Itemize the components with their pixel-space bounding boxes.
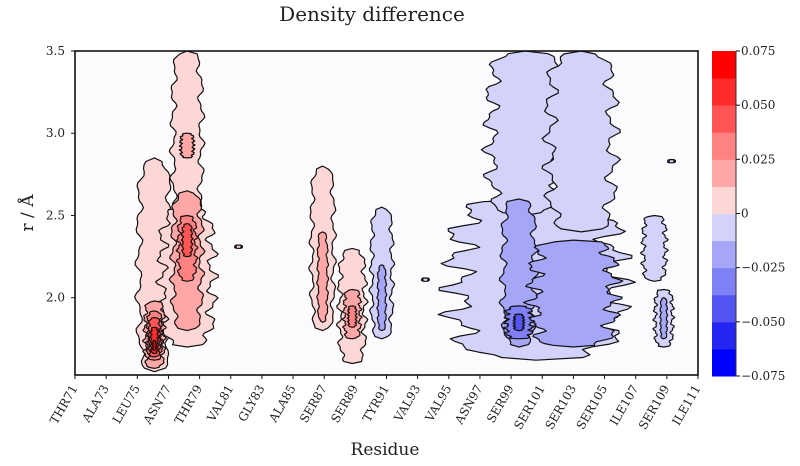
colorbar-band [712, 240, 736, 269]
colorbar-band [712, 213, 736, 242]
x-axis-label: Residue [351, 440, 420, 460]
x-tick-label: ALA73 [79, 383, 112, 426]
y-axis-label: r / Å [17, 194, 38, 232]
colorbar-band [712, 294, 736, 323]
x-tick-label: ILE107 [607, 383, 641, 428]
contour-regions [134, 50, 677, 373]
contour-region [666, 158, 677, 164]
x-tick-label: VAL81 [204, 383, 237, 425]
colorbar-band [712, 321, 736, 350]
colorbar-band [712, 51, 736, 79]
contour-region [376, 264, 388, 332]
x-tick-label: VAL93 [391, 383, 424, 425]
y-tick-label: 2.5 [46, 208, 65, 222]
colorbar-band [712, 78, 736, 106]
colorbar-tick-label: 0 [741, 207, 749, 221]
chart-title: Density difference [279, 2, 465, 26]
x-tick-label: ASN77 [140, 383, 174, 428]
contour-region [180, 223, 194, 258]
x-tick-label: THR79 [172, 383, 206, 427]
colorbar-tick-label: 0.050 [741, 98, 775, 112]
x-tick-label: GLY83 [235, 383, 267, 425]
contour-region [512, 313, 526, 332]
colorbar-band [712, 132, 736, 160]
colorbar-tick-label: −0.050 [741, 315, 785, 329]
x-tick-label: SER105 [574, 383, 611, 432]
x-tick-label: SER109 [636, 383, 673, 432]
x-tick-label: SER87 [297, 383, 330, 426]
x-tick-label: ILE111 [669, 383, 703, 428]
contour-region [522, 239, 624, 348]
x-tick-label: TYR91 [360, 383, 392, 425]
x-tick-label: THR71 [47, 383, 81, 427]
y-tick-label: 2.0 [46, 291, 65, 305]
x-tick-label: SER99 [484, 383, 517, 426]
colorbar-tick-label: −0.075 [741, 369, 785, 383]
contour-region [659, 297, 669, 340]
colorbar-tick-label: 0.075 [741, 44, 775, 58]
x-tick-label: SER89 [328, 383, 361, 426]
colorbar-band [712, 348, 736, 377]
colorbar-tick-label: 0.025 [741, 152, 775, 166]
colorbar-band [712, 159, 736, 187]
y-tick-label: 3.5 [46, 44, 65, 58]
x-tick-label: LEU75 [110, 383, 143, 426]
contour-region [346, 305, 358, 328]
contour-region [178, 132, 196, 159]
colorbar-band [712, 186, 736, 214]
colorbar-band [712, 267, 736, 296]
y-tick-label: 3.0 [46, 126, 65, 140]
contour-region [316, 231, 330, 323]
contour-region [420, 277, 430, 282]
contour-region [639, 214, 669, 282]
contour-region [234, 244, 244, 249]
x-tick-label: VAL95 [422, 383, 455, 425]
colorbar: 0.075 0.050 0.025 0 −0.025 −0.050 −0.075 [712, 44, 785, 383]
colorbar-tick-label: −0.025 [741, 261, 785, 275]
y-axis-ticks: 2.0 2.5 3.0 3.5 [46, 44, 75, 305]
contour-region [151, 339, 157, 351]
colorbar-band [712, 105, 736, 133]
x-tick-label: ALA85 [266, 383, 299, 426]
x-tick-label: ASN97 [452, 383, 486, 428]
